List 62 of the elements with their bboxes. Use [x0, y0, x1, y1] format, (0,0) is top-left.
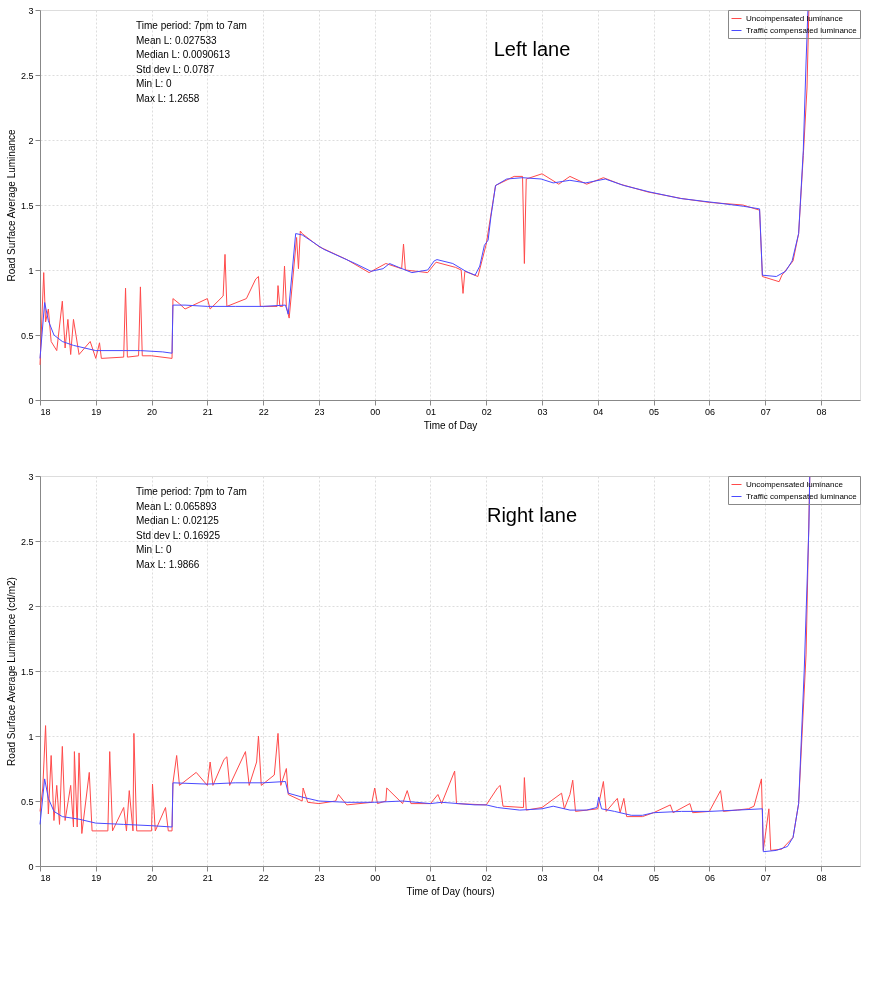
x-tick-label: 18 — [40, 872, 51, 883]
x-tick-label: 23 — [314, 406, 325, 417]
x-tick-label: 00 — [370, 406, 381, 417]
x-tick-label: 02 — [481, 872, 492, 883]
text: Left lane — [493, 38, 571, 60]
annotation: Max L: 1.9866 — [136, 558, 200, 570]
x-tick-label: 23 — [314, 872, 325, 883]
x-tick-label: 07 — [760, 406, 771, 417]
x-tick-label: 08 — [816, 406, 827, 417]
x-tick-label: 06 — [704, 872, 715, 883]
x-tick-label: 01 — [425, 872, 436, 883]
x-tick-label: 04 — [593, 872, 604, 883]
annotation: Mean L: 0.027533 — [136, 34, 218, 46]
y-tick-label: 1 — [28, 265, 34, 276]
y-tick-label: 2 — [28, 135, 34, 146]
x-tick-label: 04 — [593, 406, 604, 417]
x-tick-label: 19 — [91, 872, 102, 883]
y-tick-label: 1.5 — [20, 666, 34, 677]
y-tick-label: 0.5 — [20, 796, 34, 807]
y-tick-label: 0 — [28, 861, 34, 872]
annotation: Min L: 0 — [136, 544, 173, 555]
x-tick-label: 21 — [202, 406, 213, 417]
x-tick-label: 08 — [816, 872, 827, 883]
x-tick-label: 20 — [147, 406, 158, 417]
x-tick-label: 19 — [91, 406, 102, 417]
annotation: Median L: 0.0090613 — [136, 49, 231, 60]
y-tick-label: 3 — [28, 471, 34, 482]
y-tick-label: 2.5 — [20, 536, 34, 547]
x-tick-label: 18 — [40, 406, 51, 417]
y-tick-label: 0.5 — [20, 330, 34, 341]
x-axis-title: Time of Day — [423, 419, 478, 431]
annotation: Std dev L: 0.16925 — [136, 529, 221, 541]
x-tick-label: 01 — [425, 406, 436, 417]
annotation: Time period: 7pm to 7am — [136, 20, 247, 31]
x-tick-label: 03 — [537, 872, 548, 883]
y-tick-label: 1 — [28, 731, 34, 742]
x-tick-label: 05 — [649, 406, 660, 417]
annotation: Min L: 0 — [136, 78, 173, 89]
y-axis-title: Road Surface Average Luminance — [5, 128, 17, 282]
y-axis-title: Road Surface Average Luminance (cd/m2) — [5, 577, 17, 766]
x-tick-label: 05 — [649, 872, 660, 883]
annotation: Median L: 0.02125 — [136, 515, 220, 526]
x-tick-label: 20 — [147, 872, 158, 883]
y-tick-label: 1.5 — [20, 200, 34, 211]
annotation: Std dev L: 0.0787 — [136, 63, 215, 75]
y-tick-label: 3 — [28, 5, 34, 16]
x-tick-label: 07 — [760, 872, 771, 883]
annotation: Time period: 7pm to 7am — [136, 486, 247, 497]
y-tick-label: 2 — [28, 601, 34, 612]
annotation: Mean L: 0.065893 — [136, 500, 218, 512]
x-tick-label: 03 — [537, 406, 548, 417]
x-tick-label: 21 — [202, 872, 213, 883]
text: Right lane — [486, 504, 578, 526]
x-axis-title: Time of Day (hours) — [406, 885, 495, 897]
x-tick-label: 22 — [258, 406, 269, 417]
x-tick-label: 06 — [704, 406, 715, 417]
x-tick-label: 02 — [481, 406, 492, 417]
y-tick-label: 2.5 — [20, 70, 34, 81]
y-tick-label: 0 — [28, 395, 34, 406]
x-tick-label: 22 — [258, 872, 269, 883]
annotation: Max L: 1.2658 — [136, 92, 200, 104]
x-tick-label: 00 — [370, 872, 381, 883]
